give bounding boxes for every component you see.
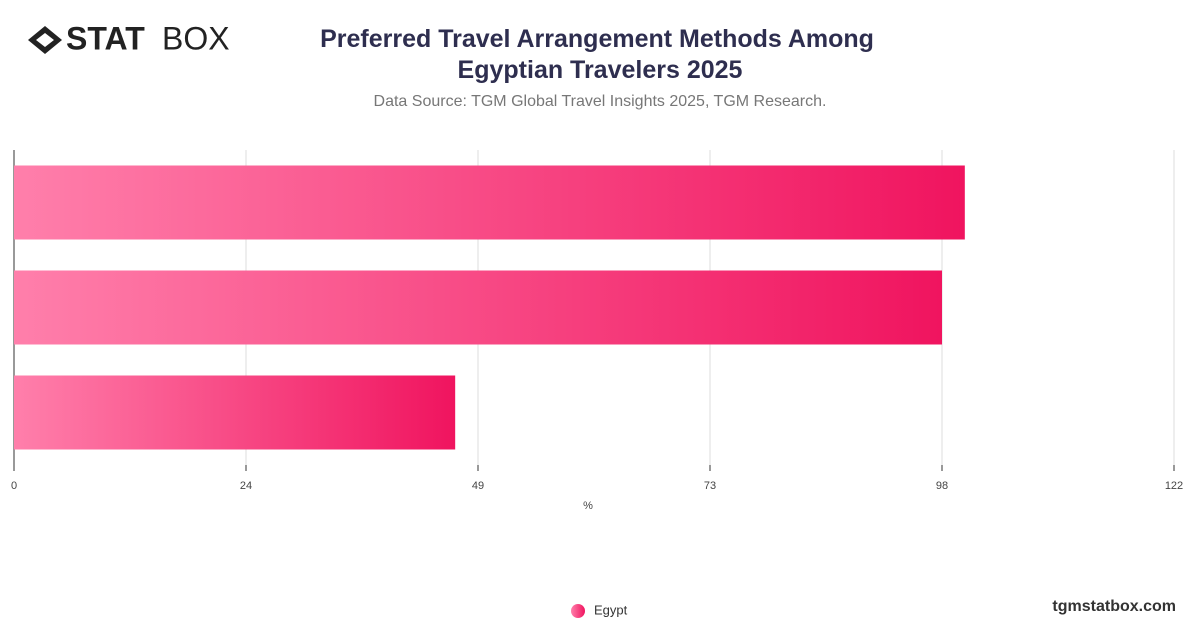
logo: STAT BOX: [28, 20, 230, 56]
chart-subtitle: Data Source: TGM Global Travel Insights …: [374, 93, 827, 110]
x-tick-label: 0: [11, 480, 17, 492]
logo-light: BOX: [162, 20, 230, 56]
logo-icon-inner: [36, 33, 54, 47]
legend-swatch: [571, 604, 585, 618]
chart-title: Preferred Travel Arrangement Methods Amo…: [320, 25, 874, 84]
legend-label: Egypt: [594, 602, 628, 617]
logo-bold: STAT: [66, 20, 145, 56]
x-tick-label: 24: [240, 480, 252, 492]
x-tick-label: 49: [472, 480, 484, 492]
x-tick-label: 122: [1165, 480, 1183, 492]
x-axis-label: %: [583, 500, 593, 512]
footer: tgmstatbox.com: [1052, 598, 1176, 615]
bar: [14, 165, 965, 240]
bar: [14, 375, 456, 450]
x-tick-label: 73: [704, 480, 716, 492]
x-tick-label: 98: [936, 480, 948, 492]
bar: [14, 270, 942, 345]
